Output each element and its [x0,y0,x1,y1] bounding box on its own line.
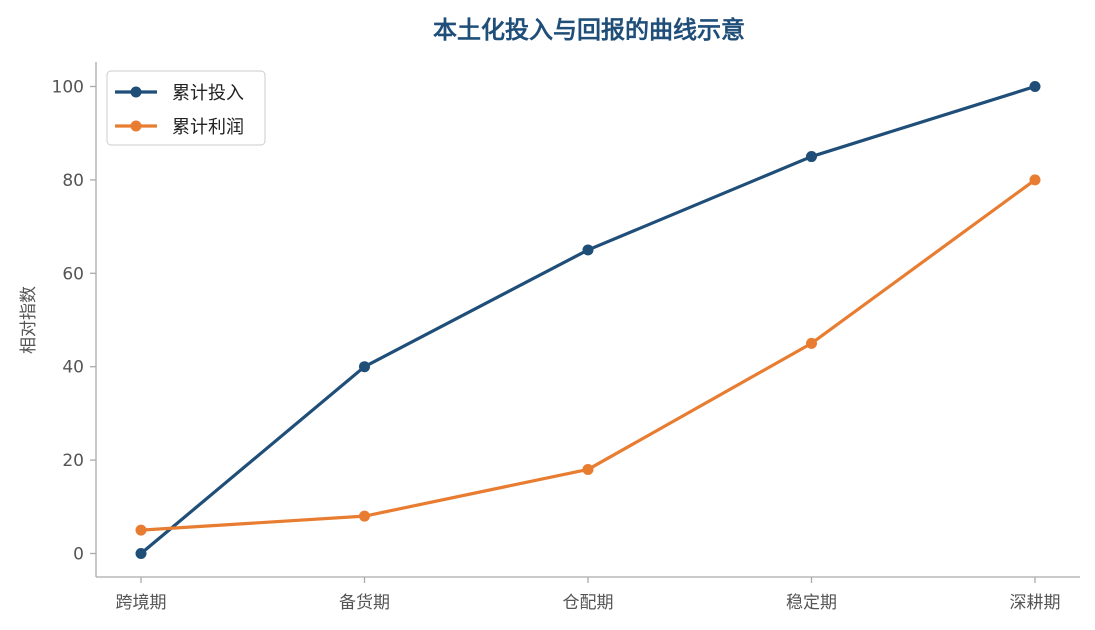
data-point [135,524,147,536]
series-line [139,178,1037,532]
data-point [359,361,370,373]
series-1 [135,81,1041,559]
legend-entry: 累计利润 [115,117,244,138]
x-tick-label: 备货期 [339,593,390,613]
legend-label: 累计利润 [172,117,244,138]
series-layer [135,81,1041,559]
series-line [139,84,1037,556]
x-tick-label: 深耕期 [1010,593,1061,613]
data-point [359,510,370,522]
data-point [582,463,594,475]
data-point [1029,81,1041,92]
legend-swatch-marker [130,86,142,98]
x-tick-label: 跨境期 [116,593,167,613]
y-tick-label: 0 [73,545,84,565]
data-point [135,548,147,559]
data-point [1029,174,1041,186]
x-tick-label: 稳定期 [786,593,837,613]
legend-entry: 累计投入 [115,83,244,104]
legend-swatch-marker [130,120,142,132]
y-tick-label: 100 [52,78,84,98]
data-point [582,244,594,256]
chart-title: 本土化投入与回报的曲线示意 [433,16,745,44]
x-tick-label: 仓配期 [563,593,614,613]
data-point [806,337,817,349]
data-point [806,151,817,163]
y-axis-label: 相对指数 [19,286,39,354]
y-tick-label: 20 [62,451,84,471]
y-tick-label: 40 [62,358,84,378]
axes: 0 20 40 60 80 100 跨境期 备货期 仓配期 稳定期 深耕期 [52,62,1080,613]
y-tick-label: 60 [62,264,84,284]
y-tick-label: 80 [62,171,84,191]
legend-label: 累计投入 [172,83,244,104]
series-2 [135,174,1041,536]
